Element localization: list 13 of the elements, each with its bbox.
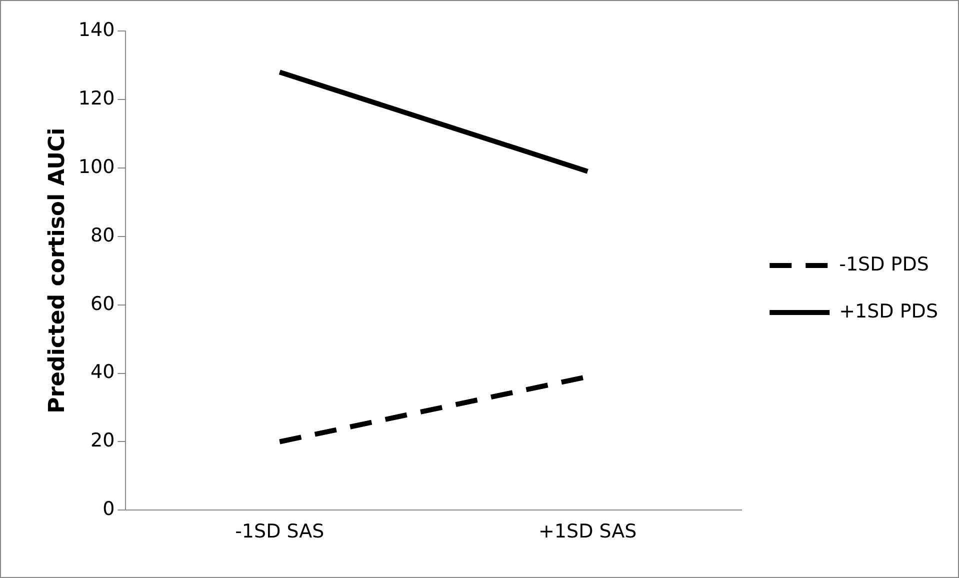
y-tick-label: 80 bbox=[90, 224, 115, 246]
y-tick-label: 20 bbox=[90, 430, 115, 452]
x-tick-label: +1SD SAS bbox=[538, 520, 637, 543]
y-tick-label: 140 bbox=[78, 18, 115, 41]
y-tick-label: 120 bbox=[78, 87, 115, 110]
x-tick-label: -1SD SAS bbox=[235, 520, 324, 543]
legend-label: +1SD PDS bbox=[839, 300, 938, 322]
y-tick-label: 60 bbox=[90, 292, 115, 315]
y-tick-label: 40 bbox=[90, 361, 115, 384]
legend-label: -1SD PDS bbox=[839, 253, 929, 276]
y-axis-title: Predicted cortisol AUCi bbox=[44, 128, 70, 414]
y-tick-label: 0 bbox=[102, 498, 115, 520]
y-tick-label: 100 bbox=[78, 156, 115, 178]
